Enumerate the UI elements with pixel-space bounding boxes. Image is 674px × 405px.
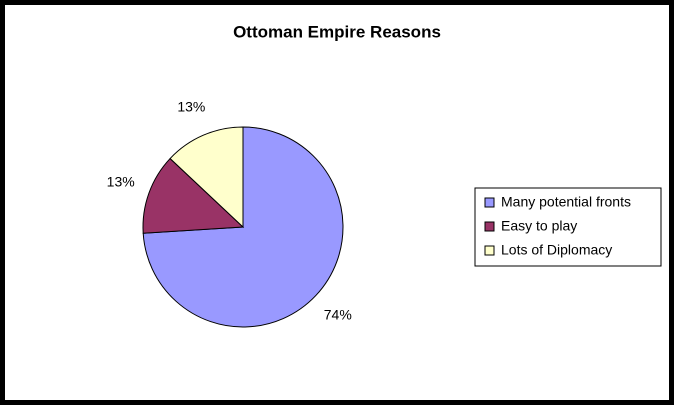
legend-swatch [484, 221, 495, 232]
pie-slice [169, 126, 244, 229]
legend [474, 187, 662, 267]
legend-label: Many potential fronts [501, 194, 631, 210]
legend-label: Easy to play [501, 218, 577, 234]
data-label: 13% [107, 174, 135, 190]
chart-title: Ottoman Empire Reasons [233, 22, 441, 41]
legend-swatch [484, 197, 495, 208]
legend-swatch [484, 245, 495, 256]
pie-slice [142, 157, 245, 234]
data-label: 13% [177, 98, 205, 114]
data-label: 74% [324, 307, 352, 323]
legend-label: Lots of Diplomacy [501, 242, 612, 258]
